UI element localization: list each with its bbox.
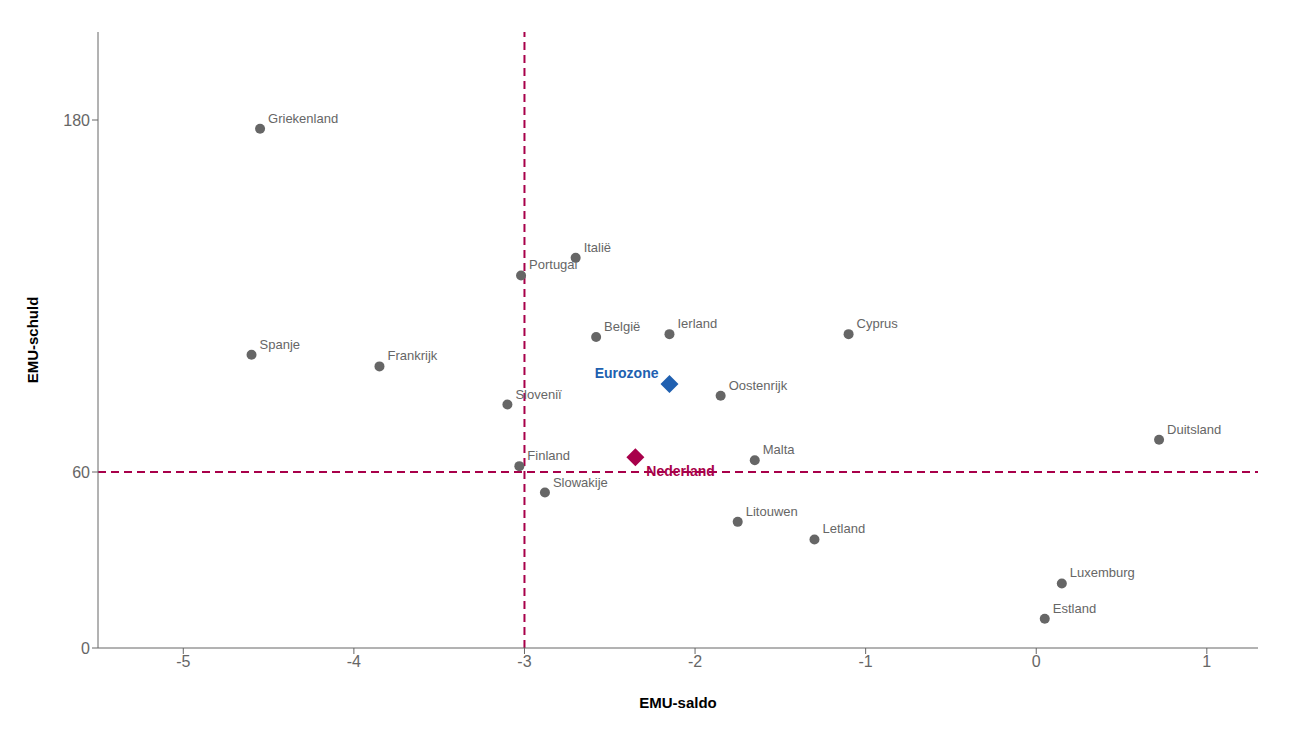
svg-text:-3: -3	[517, 653, 531, 670]
svg-text:0: 0	[1032, 653, 1041, 670]
svg-text:België: België	[604, 319, 640, 334]
svg-text:-4: -4	[347, 653, 361, 670]
svg-text:0: 0	[81, 640, 90, 657]
svg-text:EMU-saldo: EMU-saldo	[639, 694, 717, 711]
svg-text:Malta: Malta	[763, 442, 796, 457]
svg-text:-2: -2	[688, 653, 702, 670]
svg-text:180: 180	[63, 112, 90, 129]
svg-text:1: 1	[1202, 653, 1211, 670]
svg-text:Cyprus: Cyprus	[857, 316, 899, 331]
svg-text:Italië: Italië	[584, 240, 611, 255]
svg-text:Nederland: Nederland	[646, 463, 714, 479]
svg-text:Griekenland: Griekenland	[268, 111, 338, 126]
svg-text:Litouwen: Litouwen	[746, 504, 798, 519]
svg-text:Portugal: Portugal	[529, 257, 578, 272]
svg-text:Spanje: Spanje	[260, 337, 300, 352]
svg-text:Sloveniï: Sloveniï	[515, 387, 562, 402]
svg-text:Eurozone: Eurozone	[595, 365, 659, 381]
svg-text:Finland: Finland	[527, 448, 570, 463]
svg-text:Ierland: Ierland	[677, 316, 717, 331]
svg-text:Duitsland: Duitsland	[1167, 422, 1221, 437]
svg-text:Slowakije: Slowakije	[553, 475, 608, 490]
svg-text:Oostenrijk: Oostenrijk	[729, 378, 788, 393]
svg-text:Luxemburg: Luxemburg	[1070, 565, 1135, 580]
svg-text:EMU-schuld: EMU-schuld	[24, 297, 41, 384]
svg-text:Letland: Letland	[822, 521, 865, 536]
svg-text:-1: -1	[859, 653, 873, 670]
svg-text:Estland: Estland	[1053, 601, 1096, 616]
svg-text:-5: -5	[176, 653, 190, 670]
svg-text:Frankrijk: Frankrijk	[387, 348, 437, 363]
svg-text:60: 60	[72, 464, 90, 481]
